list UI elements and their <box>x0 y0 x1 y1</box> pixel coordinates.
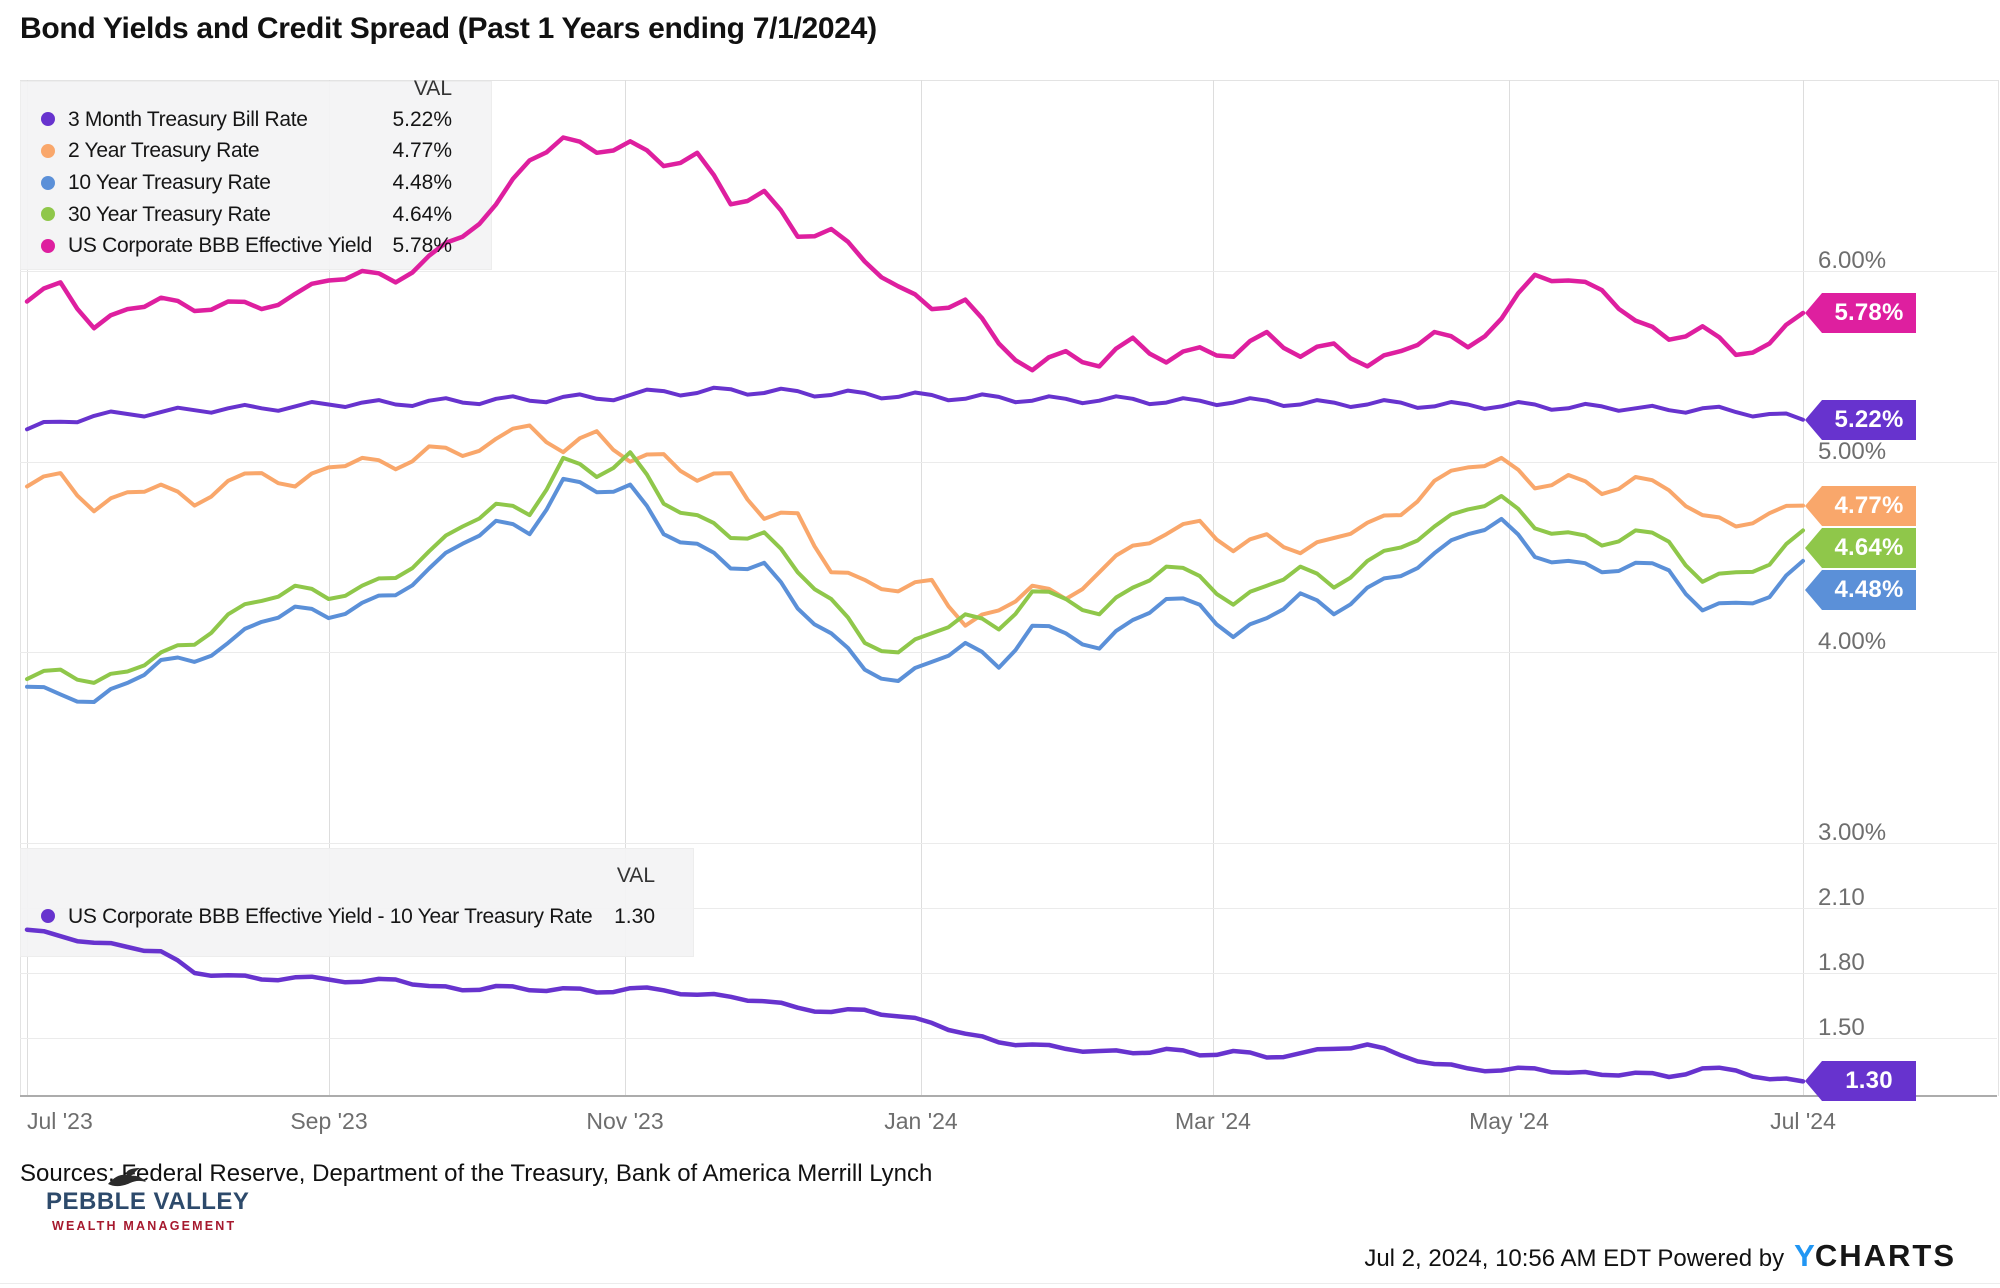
x-tick-label: May '24 <box>1469 1108 1549 1134</box>
bottom-divider <box>0 1283 2000 1284</box>
legend-dot <box>41 143 55 158</box>
pebble-valley-logo: PEBBLE VALLEY WEALTH MANAGEMENT <box>46 1168 250 1233</box>
v-gridline <box>329 80 330 1095</box>
legend-label: 3 Month Treasury Bill Rate <box>68 107 308 131</box>
series-line-2-year-treasury-rate[interactable] <box>25 423 1805 628</box>
x-tick-label: Jan '24 <box>884 1108 958 1134</box>
value-tag-label: 4.64% <box>1822 527 1916 568</box>
legend-label: 10 Year Treasury Rate <box>68 171 271 194</box>
x-tick-label: Nov '23 <box>586 1108 664 1134</box>
value-tag: 4.77% <box>1805 485 1916 526</box>
legend-top-val-header: VAL <box>413 77 452 100</box>
legend-label: 30 Year Treasury Rate <box>68 202 271 226</box>
value-tag: 4.64% <box>1805 527 1916 568</box>
legend-label: US Corporate BBB Effective Yield <box>68 234 373 258</box>
y-tick-label: 2.10 <box>1818 884 1865 911</box>
v-gridline <box>921 80 922 1095</box>
legend-dot <box>41 909 55 923</box>
sources-line: Sources: Federal Reserve, Department of … <box>20 1160 933 1187</box>
y-tick-label: 4.00% <box>1818 628 1887 656</box>
series-line-3-month-treasury-bill-rate[interactable] <box>25 385 1805 432</box>
ycharts-y-icon: Y <box>1794 1238 1815 1273</box>
legend-value: 5.22% <box>392 107 452 131</box>
logo-tagline: WEALTH MANAGEMENT <box>52 1219 237 1233</box>
ycharts-logo: YCHARTS <box>1794 1238 1956 1273</box>
value-tag: 4.48% <box>1805 569 1916 610</box>
y-tick-label: 5.00% <box>1818 437 1887 465</box>
v-gridline <box>1803 80 1804 1095</box>
value-tag: 1.30 <box>1805 1061 1916 1102</box>
value-tag-arrow <box>1805 485 1822 526</box>
legend-dot <box>41 207 55 222</box>
y-tick-label: 1.50 <box>1818 1014 1865 1042</box>
v-gridline <box>625 80 626 1095</box>
legend-value: 4.48% <box>392 171 452 194</box>
legend-value: 1.30 <box>614 904 655 928</box>
legend-box-top <box>20 81 492 270</box>
value-tag-label: 1.30 <box>1822 1061 1916 1102</box>
x-tick-label: Jul '23 <box>27 1108 93 1134</box>
x-tick-label: Mar '24 <box>1175 1108 1251 1134</box>
y-tick-label: 1.80 <box>1818 949 1865 976</box>
v-gridline <box>27 80 28 1095</box>
h-gridline <box>20 973 1997 974</box>
legend-value: 4.64% <box>392 202 452 226</box>
series-line-10-year-treasury-rate[interactable] <box>25 476 1805 704</box>
value-tag: 5.78% <box>1805 292 1916 333</box>
legend-bottom-val-header: VAL <box>616 864 655 887</box>
x-tick-label: Sep '23 <box>290 1108 368 1134</box>
x-tick-label: Jul '24 <box>1770 1108 1836 1134</box>
v-gridline <box>1213 80 1214 1095</box>
value-tag-label: 5.22% <box>1822 399 1916 440</box>
y-tick-label: 6.00% <box>1818 247 1887 274</box>
footer: Jul 2, 2024, 10:56 AM EDT Powered by YCH… <box>1364 1238 1956 1274</box>
h-gridline <box>20 843 1997 844</box>
footer-timestamp: Jul 2, 2024, 10:56 AM EDT <box>1364 1245 1651 1272</box>
legend-label: 2 Year Treasury Rate <box>68 139 260 163</box>
legend-dot <box>41 175 55 190</box>
legend-box-bottom <box>20 848 694 957</box>
value-tag-label: 4.48% <box>1822 569 1916 610</box>
legend-dot <box>41 112 55 127</box>
footer-powered-by: Powered by <box>1657 1245 1785 1272</box>
eagle-icon <box>108 1168 146 1187</box>
legend-value: 4.77% <box>392 139 452 163</box>
value-tag-arrow <box>1805 399 1822 440</box>
x-axis-line <box>20 1095 1997 1097</box>
v-gridline <box>1509 80 1510 1095</box>
value-tag: 5.22% <box>1805 399 1916 440</box>
value-tag-arrow <box>1805 292 1822 333</box>
h-gridline <box>20 271 1997 272</box>
logo-name: PEBBLE VALLEY <box>46 1188 250 1215</box>
value-tag-arrow <box>1805 1061 1822 1102</box>
page-title: Bond Yields and Credit Spread (Past 1 Ye… <box>20 12 877 45</box>
h-gridline <box>20 462 1997 463</box>
series-line-us-corporate-bbb-effective-yield-10-year-treasury-rate[interactable] <box>24 927 1806 1084</box>
series-line-us-corporate-bbb-effective-yield[interactable] <box>24 135 1806 373</box>
legend-value: 5.78% <box>392 234 452 258</box>
value-tag-label: 5.78% <box>1822 292 1916 333</box>
plot-frame <box>20 80 1999 1096</box>
value-tag-arrow <box>1805 569 1822 610</box>
h-gridline <box>20 652 1997 653</box>
legend-dot <box>41 238 55 253</box>
h-gridline <box>20 1038 1997 1039</box>
value-tag-arrow <box>1805 527 1822 568</box>
value-tag-label: 4.77% <box>1822 485 1916 526</box>
legend-label: US Corporate BBB Effective Yield - 10 Ye… <box>68 904 593 928</box>
series-line-30-year-treasury-rate[interactable] <box>25 450 1805 685</box>
h-gridline <box>20 908 1997 909</box>
y-tick-label: 3.00% <box>1818 819 1887 847</box>
